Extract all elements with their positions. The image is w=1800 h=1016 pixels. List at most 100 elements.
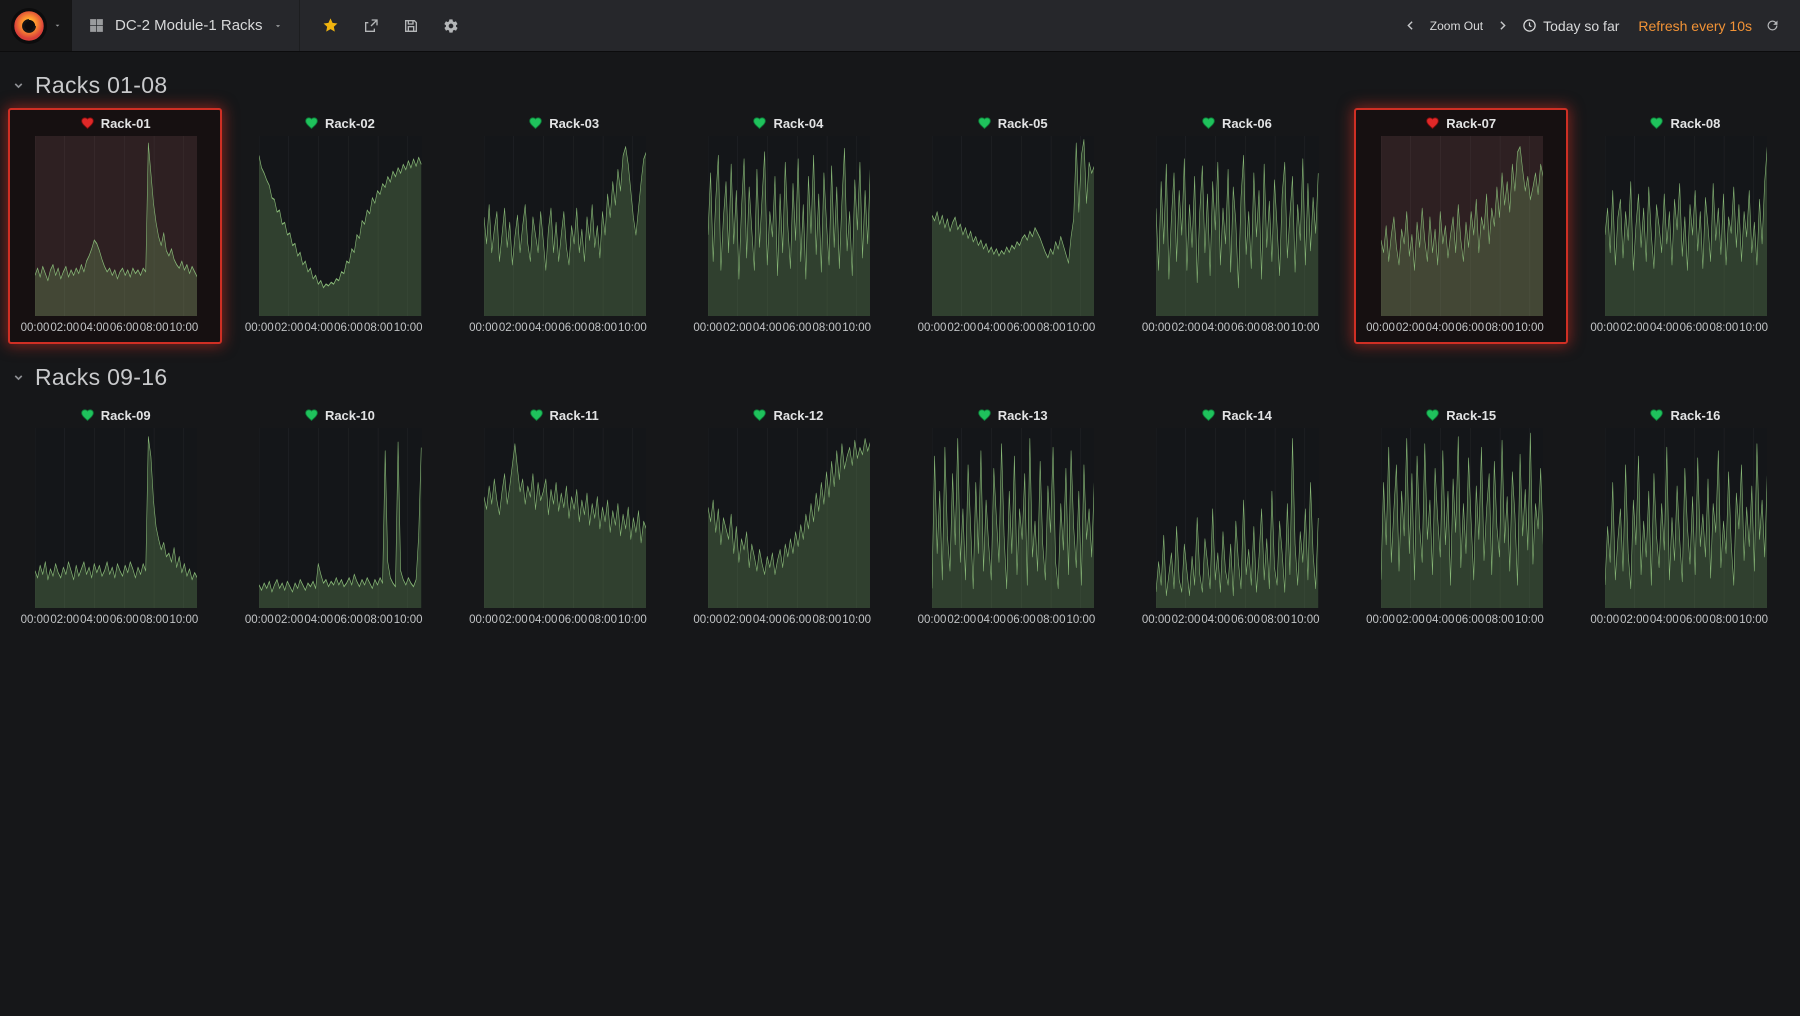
refresh-button[interactable] <box>1765 18 1780 33</box>
x-tick-label: 04:00 <box>1201 614 1231 626</box>
panel-title[interactable]: Rack-10 <box>234 402 444 428</box>
x-tick-label: 08:00 <box>1260 322 1290 334</box>
series-line <box>1156 438 1319 597</box>
series-area-fill <box>707 148 870 316</box>
x-tick-label: 06:00 <box>1006 614 1036 626</box>
series-area-fill <box>1156 155 1319 316</box>
rack-panel: Rack-12 00:00 02:00 04:00 06:00 08:00 10:00 <box>681 400 895 636</box>
grafana-logo[interactable] <box>0 0 72 51</box>
panel-chart[interactable] <box>259 428 422 608</box>
panel-chart[interactable] <box>707 428 870 608</box>
ok-heart-icon <box>305 117 318 130</box>
dashboard-title[interactable]: DC-2 Module-1 Racks <box>115 17 263 34</box>
time-series-chart <box>1156 428 1319 608</box>
panel-title-text: Rack-13 <box>997 407 1048 423</box>
panels-row: Rack-09 00:00 02:00 04:00 06:00 08:00 10:00 Rac… <box>0 400 1800 636</box>
x-tick-label: 02:00 <box>723 322 752 334</box>
refresh-interval-button[interactable]: Refresh every 10s <box>1638 17 1752 34</box>
x-tick-label: 06:00 <box>1679 614 1709 626</box>
panel-chart[interactable] <box>35 136 198 316</box>
panel-title[interactable]: Rack-05 <box>907 110 1117 136</box>
x-tick-label: 04:00 <box>1201 322 1231 334</box>
panel-chart[interactable] <box>35 428 198 608</box>
time-series-chart <box>1380 428 1543 608</box>
x-axis: 00:00 02:00 04:00 06:00 08:00 10:00 <box>918 322 1096 338</box>
panel-chart[interactable] <box>483 136 646 316</box>
x-tick-label: 00:00 <box>917 322 947 334</box>
panel-title[interactable]: Rack-12 <box>683 402 893 428</box>
row-header-2[interactable]: Racks 09-16 <box>0 354 1800 400</box>
x-axis: 00:00 02:00 04:00 06:00 08:00 10:00 <box>1366 322 1544 338</box>
panel-title[interactable]: Rack-04 <box>683 110 893 136</box>
settings-button[interactable] <box>443 18 459 34</box>
panel-chart[interactable] <box>1156 136 1319 316</box>
time-range-label: Today so far <box>1543 17 1620 34</box>
logo-caret-icon <box>55 24 59 27</box>
rack-panel: Rack-02 00:00 02:00 04:00 06:00 08:00 10:00 <box>232 108 446 344</box>
panel-title[interactable]: Rack-07 <box>1356 110 1566 136</box>
x-tick-label: 10:00 <box>617 614 647 626</box>
x-tick-label: 08:00 <box>363 614 393 626</box>
panel-chart[interactable] <box>259 136 422 316</box>
time-range-picker[interactable]: Today so far <box>1522 18 1619 34</box>
x-tick-label: 08:00 <box>139 322 169 334</box>
panel-title[interactable]: Rack-14 <box>1131 402 1341 428</box>
time-series-chart <box>259 428 422 608</box>
panel-chart[interactable] <box>1604 136 1767 316</box>
panel-title[interactable]: Rack-06 <box>1131 110 1341 136</box>
panel-title[interactable]: Rack-09 <box>10 402 220 428</box>
star-button[interactable] <box>322 17 339 34</box>
x-tick-label: 08:00 <box>1036 322 1066 334</box>
x-tick-label: 10:00 <box>1739 322 1768 334</box>
panel-title[interactable]: Rack-08 <box>1580 110 1790 136</box>
x-tick-label: 04:00 <box>528 322 558 334</box>
x-tick-label: 10:00 <box>1066 614 1096 626</box>
panel-chart[interactable] <box>1380 136 1543 316</box>
panel-title[interactable]: Rack-02 <box>234 110 444 136</box>
series-line <box>1604 146 1767 271</box>
x-tick-label: 00:00 <box>1141 322 1171 334</box>
x-tick-label: 06:00 <box>782 614 812 626</box>
row-header-1[interactable]: Racks 01-08 <box>0 62 1800 108</box>
x-tick-label: 00:00 <box>1590 322 1620 334</box>
x-tick-label: 00:00 <box>693 322 723 334</box>
dashboard-caret-icon[interactable] <box>273 21 283 31</box>
panel-title[interactable]: Rack-03 <box>459 110 669 136</box>
x-tick-label: 02:00 <box>498 614 528 626</box>
x-tick-label: 00:00 <box>469 322 498 334</box>
panel-chart[interactable] <box>707 136 870 316</box>
zoom-out-button[interactable]: Zoom Out <box>1429 18 1484 33</box>
panel-title[interactable]: Rack-13 <box>907 402 1117 428</box>
panel-chart[interactable] <box>1380 428 1543 608</box>
chevron-right-icon <box>1500 21 1506 30</box>
x-tick-label: 06:00 <box>109 614 139 626</box>
x-tick-label: 06:00 <box>1006 322 1036 334</box>
series-line <box>259 441 422 593</box>
share-button[interactable] <box>363 18 379 34</box>
series-area-fill <box>1156 438 1319 608</box>
x-tick-label: 04:00 <box>1649 322 1679 334</box>
x-tick-label: 08:00 <box>812 614 842 626</box>
x-tick-label: 02:00 <box>1395 614 1425 626</box>
panel-chart[interactable] <box>932 428 1095 608</box>
panel-chart[interactable] <box>932 136 1095 316</box>
time-back-button[interactable] <box>1404 19 1417 32</box>
alerting-heart-icon <box>80 117 94 130</box>
x-axis: 00:00 02:00 04:00 06:00 08:00 10:00 <box>693 614 871 630</box>
panel-title[interactable]: Rack-11 <box>459 402 669 428</box>
panel-title[interactable]: Rack-16 <box>1580 402 1790 428</box>
x-tick-label: 02:00 <box>1620 322 1649 334</box>
x-tick-label: 02:00 <box>947 614 977 626</box>
x-tick-label: 08:00 <box>1485 614 1514 626</box>
panel-chart[interactable] <box>483 428 646 608</box>
x-tick-label: 04:00 <box>304 322 334 334</box>
x-tick-label: 02:00 <box>498 322 528 334</box>
x-tick-label: 08:00 <box>1709 322 1739 334</box>
panel-title[interactable]: Rack-15 <box>1356 402 1566 428</box>
save-button[interactable] <box>403 18 419 34</box>
panel-chart[interactable] <box>1604 428 1767 608</box>
panel-chart[interactable] <box>1156 428 1319 608</box>
panel-title-text: Rack-05 <box>997 115 1048 131</box>
time-forward-button[interactable] <box>1496 19 1509 32</box>
panel-title[interactable]: Rack-01 <box>10 110 220 136</box>
